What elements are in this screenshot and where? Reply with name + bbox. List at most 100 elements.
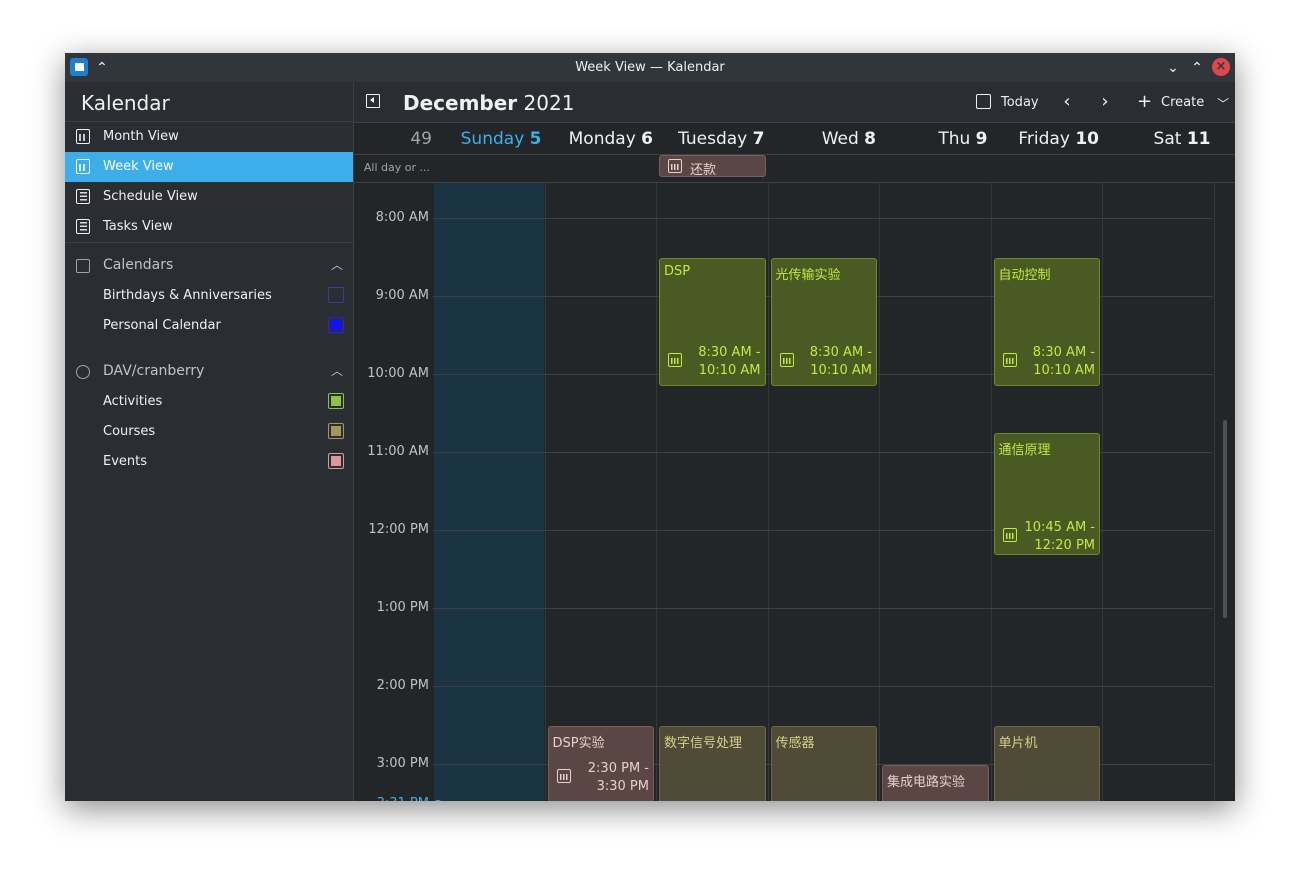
- toolbar: December 2021 Today ‹ › + Create ﹀: [354, 82, 1235, 123]
- event-card[interactable]: 通信原理 10:45 AM - 12:20 PM: [993, 433, 1100, 555]
- day-number: 8: [864, 129, 876, 149]
- column-divider: [879, 183, 880, 801]
- event-card[interactable]: 传感器: [770, 725, 877, 801]
- section-dav-cranberry[interactable]: DAV/cranberry ︿: [65, 357, 353, 387]
- event-card[interactable]: 光传输实验 8:30 AM - 10:10 AM: [770, 257, 877, 386]
- calendar-icon: [779, 352, 794, 367]
- event-time-start: 3:00 PM -: [922, 799, 983, 801]
- next-week-button[interactable]: ›: [1101, 91, 1109, 112]
- kalendar-app-icon[interactable]: [70, 58, 88, 76]
- calendar-checkbox[interactable]: [328, 287, 344, 303]
- event-card[interactable]: 数字信号处理: [659, 725, 766, 801]
- event-card[interactable]: DSP实验 2:30 PM - 3:30 PM: [547, 725, 654, 801]
- vertical-scrollbar[interactable]: [1223, 420, 1227, 618]
- sidebar-title: Kalendar: [81, 91, 170, 115]
- calendar-birthdays[interactable]: Birthdays & Anniversaries: [65, 281, 353, 311]
- keep-above-icon[interactable]: ⌃: [96, 60, 108, 76]
- event-title: 传感器: [775, 735, 815, 751]
- section-label: Calendars: [103, 257, 174, 273]
- day-header-sat[interactable]: Sat 11: [1103, 129, 1211, 153]
- day-name: Sat: [1153, 129, 1187, 149]
- column-divider: [990, 183, 992, 801]
- hour-line: [433, 529, 1213, 531]
- calendar-icon: [1002, 528, 1017, 543]
- day-name: Tuesday: [678, 129, 753, 149]
- day-number: 10: [1075, 129, 1099, 149]
- chevron-down-icon[interactable]: ﹀: [1217, 97, 1230, 111]
- minimize-button[interactable]: ⌄: [1167, 60, 1179, 76]
- day-name: Thu: [938, 129, 976, 149]
- section-calendars[interactable]: Calendars ︿: [65, 251, 353, 281]
- nav-schedule-view[interactable]: Schedule View: [65, 182, 353, 212]
- event-time-start: 8:30 AM -: [698, 344, 761, 360]
- event-title: 自动控制: [998, 267, 1051, 283]
- event-time-end: 10:10 AM: [1033, 362, 1095, 378]
- maximize-button[interactable]: ⌃: [1191, 60, 1203, 76]
- nav-month-view[interactable]: Month View: [65, 122, 353, 152]
- week-grid[interactable]: 8:00 AM 9:00 AM 10:00 AM 11:00 AM 12:00 PM 1:…: [354, 183, 1235, 801]
- day-header-thu[interactable]: Thu 9: [880, 129, 988, 153]
- day-number: 6: [641, 129, 653, 149]
- calendar-events[interactable]: Events: [65, 447, 353, 477]
- calendar-courses[interactable]: Courses: [65, 417, 353, 447]
- titlebar: ⌃ Week View — Kalendar ⌄ ⌃ ×: [65, 53, 1235, 82]
- day-name: Monday: [568, 129, 642, 149]
- calendar-activities[interactable]: Activities: [65, 387, 353, 417]
- calendar-checkbox[interactable]: [328, 393, 344, 409]
- chevron-up-icon[interactable]: ︿: [331, 258, 344, 272]
- today-column: [434, 183, 544, 801]
- hour-line: [433, 685, 1213, 687]
- day-header-monday[interactable]: Monday 6: [546, 129, 653, 153]
- previous-week-button[interactable]: ‹: [1063, 91, 1071, 112]
- nav-label: Month View: [103, 129, 179, 144]
- calendar-personal[interactable]: Personal Calendar: [65, 311, 353, 341]
- column-divider: [1102, 183, 1103, 801]
- hour-line: [433, 607, 1213, 609]
- calendar-checkbox[interactable]: [328, 317, 344, 333]
- calendar-icon: [1002, 352, 1017, 367]
- close-button[interactable]: ×: [1212, 58, 1230, 76]
- event-card[interactable]: DSP 8:30 AM - 10:10 AM: [659, 257, 766, 386]
- day-header-wed[interactable]: Wed 8: [769, 129, 876, 153]
- sidebar: Kalendar Month View Week View Schedule V…: [65, 82, 354, 801]
- today-label: Today: [1001, 95, 1039, 110]
- event-time: 2:30 PM - 3:30 PM: [588, 760, 649, 796]
- day-header-tuesday[interactable]: Tuesday 7: [657, 129, 765, 153]
- event-title: DSP: [664, 263, 691, 279]
- calendar-checkbox[interactable]: [328, 423, 344, 439]
- day-header-friday[interactable]: Friday 10: [992, 129, 1099, 153]
- chevron-up-icon[interactable]: ︿: [331, 364, 344, 378]
- nav-tasks-view[interactable]: Tasks View: [65, 212, 353, 242]
- day-header-sunday[interactable]: Sunday 5: [434, 129, 542, 153]
- nav-label: Week View: [103, 159, 174, 174]
- event-title: DSP实验: [552, 735, 605, 751]
- globe-icon: [76, 365, 90, 379]
- day-header-row: 49 Sunday 5 Monday 6 Tuesday 7 Wed 8 Thu 9 Fr…: [354, 123, 1235, 155]
- day-name: Wed: [821, 129, 865, 149]
- event-card[interactable]: 单片机: [993, 725, 1100, 801]
- toggle-sidebar-icon[interactable]: [366, 94, 380, 108]
- calendar-checkbox[interactable]: [328, 453, 344, 469]
- day-number: 7: [752, 129, 765, 149]
- calendar-label: Birthdays & Anniversaries: [103, 288, 272, 303]
- hour-label: 3:00 PM: [376, 755, 429, 771]
- event-time: 3:00 PM -4:00 PM: [922, 799, 983, 801]
- event-time-end: 10:10 AM: [698, 362, 761, 378]
- all-day-event[interactable]: 还款: [659, 155, 766, 177]
- hour-label: 11:00 AM: [367, 443, 429, 459]
- event-time-start: 8:30 AM -: [809, 344, 872, 360]
- day-name: Friday: [1018, 129, 1076, 149]
- day-number: 9: [975, 129, 988, 149]
- event-card[interactable]: 集成电路实验 3:00 PM -4:00 PM: [882, 764, 989, 801]
- month-title: December 2021: [403, 91, 574, 115]
- nav-week-view[interactable]: Week View: [65, 152, 353, 182]
- event-time-start: 8:30 AM -: [1032, 344, 1095, 360]
- day-number: 11: [1186, 129, 1211, 149]
- event-card[interactable]: 自动控制 8:30 AM - 10:10 AM: [993, 257, 1100, 386]
- day-name: Sunday: [460, 129, 530, 149]
- hour-line: [433, 451, 1213, 453]
- calendar-label: Activities: [103, 394, 163, 409]
- calendar-month-icon: [76, 129, 90, 144]
- hour-label: 12:00 PM: [368, 521, 429, 537]
- event-time-end: 10:10 AM: [810, 362, 872, 378]
